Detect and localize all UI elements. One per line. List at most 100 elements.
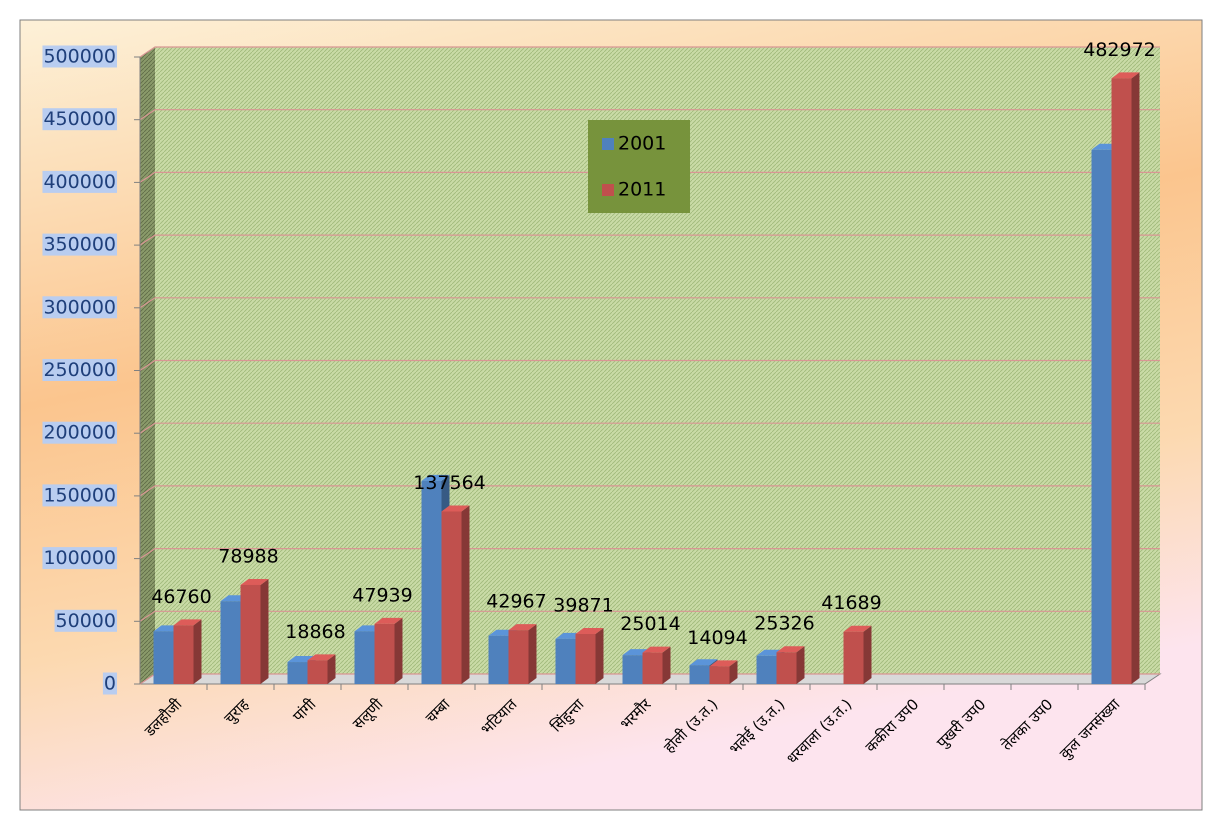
y-tick-label: 250000 <box>43 359 116 381</box>
bar-top <box>575 628 604 635</box>
bar-top <box>642 646 671 653</box>
y-tick-label: 200000 <box>43 422 116 444</box>
bar-side <box>863 625 872 684</box>
bar-top <box>307 654 336 661</box>
legend-box <box>588 120 690 213</box>
grid-line <box>139 610 1160 622</box>
y-tick-label: 500000 <box>43 46 116 68</box>
bar-top <box>508 624 537 631</box>
bar-top <box>1111 72 1140 79</box>
bar-side <box>327 654 336 684</box>
y-tick-label-bg <box>102 672 117 695</box>
y-tick-label-bg <box>42 547 117 570</box>
bar-top <box>374 617 403 624</box>
bar-side <box>1131 72 1140 685</box>
y-tick-label: 350000 <box>43 234 116 256</box>
bar <box>173 625 194 684</box>
y-tick-label-bg <box>42 170 117 193</box>
data-label: 137564 <box>413 472 486 494</box>
bar-side <box>193 619 202 684</box>
data-label: 78988 <box>218 545 278 567</box>
y-tick-label: 50000 <box>56 610 116 632</box>
bar <box>220 601 241 684</box>
bar <box>776 652 797 684</box>
grid-line <box>139 547 1160 560</box>
data-label: 42967 <box>486 591 546 613</box>
data-label: 25014 <box>620 613 680 635</box>
bar <box>374 623 395 684</box>
bar <box>575 634 596 684</box>
grid-line <box>139 109 1160 121</box>
bar <box>709 666 730 684</box>
bar-top <box>421 474 450 481</box>
data-label: 46760 <box>151 586 211 608</box>
y-tick-label: 400000 <box>43 171 116 193</box>
grid-line <box>139 234 1160 246</box>
data-label: 41689 <box>821 592 881 614</box>
grid-line <box>139 359 1160 371</box>
bar <box>555 638 576 684</box>
bar-top <box>173 619 202 626</box>
bar-side <box>796 646 805 684</box>
grid-line <box>139 422 1160 434</box>
data-label: 25326 <box>754 613 814 635</box>
bar <box>354 631 375 684</box>
bar-side <box>662 646 671 684</box>
y-tick-label-bg <box>42 233 117 256</box>
bar <box>240 584 261 684</box>
legend-swatch <box>602 138 614 150</box>
bar <box>689 665 710 684</box>
y-tick-label-bg <box>54 609 117 632</box>
bar <box>843 631 864 684</box>
y-tick-label: 450000 <box>43 108 116 130</box>
bar-side <box>729 660 738 684</box>
bar-top <box>843 625 872 632</box>
bar-top <box>240 578 269 585</box>
bar <box>1111 78 1132 685</box>
bar-top <box>441 505 470 512</box>
bar-side <box>595 628 604 684</box>
data-label: 39871 <box>553 595 613 617</box>
legend-label: 2011 <box>618 179 666 201</box>
bar-side <box>260 578 269 684</box>
grid-line <box>139 485 1160 497</box>
legend-swatch <box>602 184 614 196</box>
bar <box>756 655 777 684</box>
bar <box>642 652 663 684</box>
bar <box>421 480 442 684</box>
y-tick-label-bg <box>42 484 117 507</box>
bar <box>153 631 174 684</box>
y-tick-label: 100000 <box>43 547 116 569</box>
bar <box>287 662 308 684</box>
grid-line <box>139 171 1160 183</box>
y-tick-label: 300000 <box>43 296 116 318</box>
y-tick-label: 150000 <box>43 484 116 506</box>
y-tick-label-bg <box>42 45 117 68</box>
bar <box>488 635 509 684</box>
y-tick-label-bg <box>42 359 117 381</box>
data-label: 482972 <box>1083 39 1156 61</box>
bar <box>622 655 643 684</box>
data-label: 18868 <box>285 621 345 643</box>
grid-line <box>139 297 1160 309</box>
y-tick-label: 0 <box>104 673 116 695</box>
bar-side <box>461 505 470 684</box>
bar-side <box>394 617 403 684</box>
y-tick-label-bg <box>42 421 117 444</box>
legend-label: 2001 <box>618 133 666 155</box>
y-tick-label-bg <box>42 296 117 319</box>
bar-side <box>528 624 537 684</box>
grid-line <box>139 46 1160 58</box>
bar <box>441 511 462 684</box>
y-tick-label-bg <box>42 108 117 131</box>
data-label: 14094 <box>687 627 747 649</box>
bar-top <box>689 659 718 666</box>
bar <box>508 630 529 684</box>
bar <box>1091 149 1112 684</box>
data-label: 47939 <box>352 584 412 606</box>
bar <box>307 660 328 684</box>
bar-top <box>709 660 738 667</box>
bar-top <box>776 646 805 653</box>
